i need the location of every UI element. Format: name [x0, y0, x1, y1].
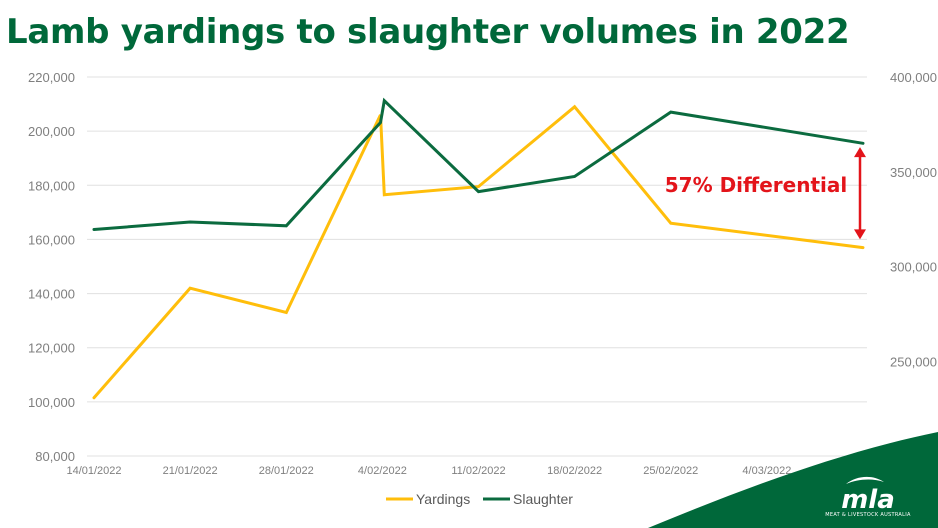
- right-tick-label: 300,000: [890, 260, 937, 275]
- x-tick-label: 14/01/2022: [66, 465, 121, 477]
- series-lines: [92, 97, 865, 400]
- left-tick-label: 100,000: [28, 395, 75, 410]
- logo-sheep-icon: [846, 476, 884, 484]
- x-tick-label: 4/03/2022: [742, 465, 791, 477]
- differential-label: 57% Differential: [665, 173, 848, 197]
- left-axis-ticks: 80,000 100,000 120,000 140,000 160,000 180,00…: [28, 70, 75, 464]
- logo-wordmark: mla: [841, 485, 895, 515]
- left-tick-label: 120,000: [28, 341, 75, 356]
- left-tick-label: 80,000: [35, 449, 75, 464]
- left-tick-label: 180,000: [28, 178, 75, 193]
- right-tick-label: 250,000: [890, 354, 937, 369]
- x-tick-label: 28/01/2022: [259, 465, 314, 477]
- arrow-head-down-icon: [854, 229, 866, 240]
- right-tick-label: 400,000: [890, 70, 937, 85]
- differential-annotation: 57% Differential: [665, 147, 866, 240]
- arrow-head-up-icon: [854, 147, 866, 158]
- gridlines: [87, 76, 867, 457]
- left-tick-label: 160,000: [28, 232, 75, 247]
- page-title: Lamb yardings to slaughter volumes in 20…: [6, 12, 850, 52]
- right-tick-label: 350,000: [890, 165, 937, 180]
- x-tick-label: 18/02/2022: [547, 465, 602, 477]
- series-line-yardings: [92, 104, 865, 400]
- x-tick-label: 21/01/2022: [163, 465, 218, 477]
- x-tick-label: 25/02/2022: [643, 465, 698, 477]
- logo-tagline: MEAT & LIVESTOCK AUSTRALIA: [825, 512, 911, 518]
- series-line-slaughter: [92, 97, 865, 231]
- legend: Yardings Slaughter: [386, 491, 573, 507]
- left-tick-label: 220,000: [28, 70, 75, 85]
- left-tick-label: 140,000: [28, 287, 75, 302]
- x-tick-label: 11/02/2022: [451, 465, 505, 477]
- x-tick-label: 4/02/2022: [358, 465, 407, 477]
- legend-label-yardings: Yardings: [416, 491, 470, 507]
- mla-logo: mla MEAT & LIVESTOCK AUSTRALIA: [825, 476, 911, 518]
- x-axis-ticks: 14/01/2022 21/01/2022 28/01/2022 4/02/2022 1…: [66, 465, 890, 477]
- legend-label-slaughter: Slaughter: [513, 491, 573, 507]
- brand-swoosh: [648, 432, 938, 528]
- left-tick-label: 200,000: [28, 124, 75, 139]
